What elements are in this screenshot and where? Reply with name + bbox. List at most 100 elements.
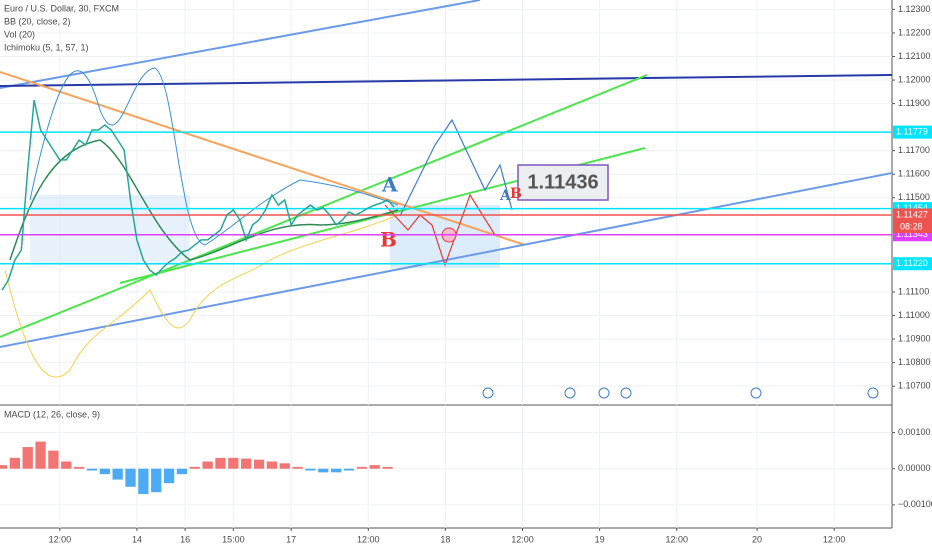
macd-bar	[73, 466, 85, 469]
y-tick-label: 1.11500	[898, 192, 930, 202]
annotation: B	[380, 228, 397, 252]
event-icon	[750, 387, 762, 399]
arrow-path	[399, 118, 513, 217]
indicator-label: Ichimoku (5, 1, 57, 1)	[4, 42, 89, 52]
trend-line	[0, 74, 893, 87]
annotation: A	[381, 173, 398, 197]
price-box-label: 1.11436	[527, 171, 598, 193]
event-icon	[620, 387, 632, 399]
event-icon	[482, 387, 494, 399]
y-tick-label: −0.00100	[898, 499, 932, 509]
macd-bar	[163, 468, 175, 484]
macd-bar	[253, 459, 265, 469]
arrow-path	[384, 193, 496, 267]
price-label: 1.11343	[896, 229, 928, 239]
macd-bar	[22, 447, 33, 469]
macd-bar	[305, 468, 316, 471]
macd-bar	[266, 461, 278, 469]
macd-bar	[176, 468, 188, 475]
x-tick-label: 15:00	[222, 534, 245, 544]
trend-line	[0, 172, 893, 348]
x-tick-label: 19	[595, 534, 605, 544]
macd-bar	[48, 450, 59, 469]
countdown: 08:28	[900, 221, 923, 231]
price-box	[517, 164, 609, 201]
x-tick-label: 12:00	[357, 534, 380, 544]
x-tick-label: 18	[440, 534, 450, 544]
price-label: 1.11779	[896, 126, 928, 136]
y-tick-label: 1.10900	[898, 333, 931, 343]
macd-bar	[343, 468, 355, 471]
x-tick-label: 17	[286, 534, 296, 544]
price-label-box	[893, 125, 932, 139]
y-tick-label: 1.11900	[898, 98, 930, 108]
macd-bar	[331, 468, 342, 473]
macd-bar	[279, 463, 290, 469]
y-tick-label: 0.00000	[898, 463, 931, 473]
macd-bar	[99, 468, 110, 475]
price-line-series	[1, 99, 395, 291]
price-label-box	[893, 208, 932, 222]
x-tick-label: 12:00	[49, 534, 72, 544]
price-label: 1.11427	[896, 209, 928, 219]
x-tick-label: 12:00	[511, 534, 534, 544]
price-label: 1.11454	[896, 203, 928, 213]
annotation: B	[510, 186, 522, 202]
macd-bar	[61, 461, 72, 469]
y-tick-label: 1.12000	[898, 74, 931, 84]
macd-bar	[125, 468, 136, 487]
y-tick-label: 1.11100	[898, 286, 929, 296]
y-tick-label: 1.10700	[898, 381, 931, 391]
indicator-label: Vol (20)	[4, 29, 35, 39]
y-tick-label: 0.00100	[898, 427, 931, 437]
x-tick-label: 14	[132, 534, 142, 544]
macd-bar	[382, 466, 393, 469]
event-icon	[564, 387, 576, 399]
range-box	[30, 195, 190, 265]
y-tick-label: 1.10800	[898, 357, 931, 367]
macd-bar	[292, 466, 303, 469]
macd-bar	[138, 468, 149, 495]
indicator-label: BB (20, close, 2)	[4, 16, 71, 26]
annotation: A	[499, 188, 512, 204]
macd-bar	[356, 466, 367, 469]
macd-bar	[189, 466, 200, 469]
countdown-box	[893, 220, 932, 233]
price-label: 1.11220	[896, 258, 928, 268]
macd-bar	[369, 465, 380, 469]
macd-bar	[241, 458, 252, 469]
y-tick-label: 1.11000	[898, 310, 930, 320]
macd-bar	[35, 441, 46, 469]
macd-bar	[112, 468, 123, 480]
macd-bar	[318, 468, 329, 473]
trend-line	[0, 74, 648, 338]
y-tick-label: 1.12300	[898, 4, 931, 14]
bollinger-band	[29, 67, 399, 246]
x-tick-label: 16	[180, 534, 190, 544]
event-icon	[867, 387, 879, 399]
macd-bar	[9, 457, 20, 469]
macd-title: MACD (12, 26, close, 9)	[4, 409, 100, 419]
x-tick-label: 20	[752, 534, 762, 544]
ichimoku-line	[9, 139, 399, 261]
bollinger-band	[4, 214, 399, 378]
event-icon	[598, 387, 610, 399]
x-tick-label: 12:00	[665, 534, 688, 544]
trend-line	[0, 71, 526, 246]
y-tick-label: 1.12100	[898, 51, 931, 61]
macd-bar	[202, 461, 213, 469]
trend-line	[0, 0, 481, 89]
y-tick-label: 1.11600	[898, 169, 930, 179]
macd-bar	[215, 457, 226, 469]
chart-title: Euro / U.S. Dollar, 30, FXCM	[4, 3, 119, 13]
macd-bar	[151, 468, 162, 493]
x-tick-label: 12:00	[823, 534, 846, 544]
macd-bar	[228, 457, 239, 469]
y-tick-label: 1.12200	[898, 27, 931, 37]
y-tick-label: 1.11700	[898, 145, 930, 155]
macd-bar	[86, 468, 98, 471]
macd-bar	[0, 465, 8, 469]
